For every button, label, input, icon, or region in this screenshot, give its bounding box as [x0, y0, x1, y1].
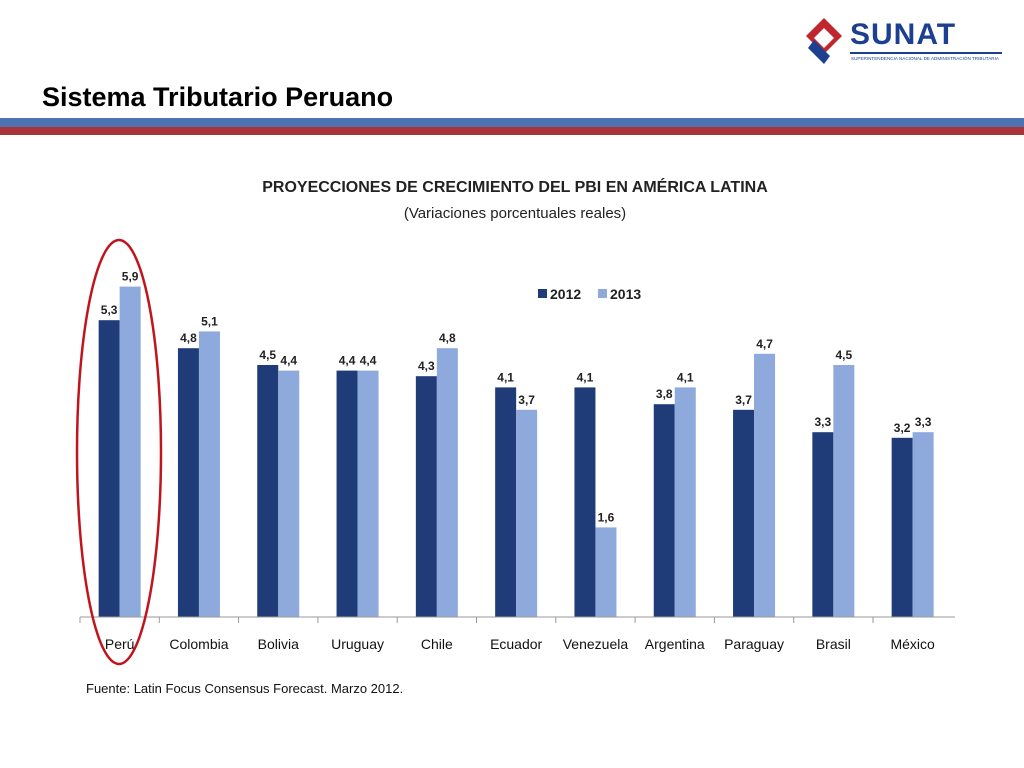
logo-divider — [850, 52, 1002, 54]
bar-2013-3 — [357, 370, 379, 617]
bar-label-2012-3: 4,4 — [339, 354, 356, 368]
gdp-growth-chart: PROYECCIONES DE CRECIMIENTO DEL PBI EN A… — [75, 177, 955, 696]
bar-label-2012-5: 4,1 — [497, 370, 514, 384]
bar-label-2012-4: 4,3 — [418, 359, 435, 373]
bar-2012-7 — [653, 404, 675, 617]
bar-label-2013-9: 4,5 — [836, 348, 853, 362]
bar-label-2013-5: 3,7 — [518, 393, 535, 407]
legend-swatch-2012 — [538, 289, 547, 298]
bar-2013-1 — [198, 331, 220, 617]
bar-label-2013-2: 4,4 — [280, 354, 297, 368]
bar-2013-8 — [754, 353, 776, 617]
bar-2012-1 — [177, 348, 199, 617]
bar-2013-2 — [278, 370, 300, 617]
category-label-6: Venezuela — [563, 636, 629, 652]
category-label-9: Brasil — [816, 636, 851, 652]
bar-2012-0 — [98, 320, 120, 617]
legend-label-2013: 2013 — [610, 286, 641, 302]
legend-swatch-2013 — [598, 289, 607, 298]
bar-2012-2 — [257, 365, 279, 617]
chart-title: PROYECCIONES DE CRECIMIENTO DEL PBI EN A… — [262, 177, 768, 196]
bar-2013-5 — [516, 409, 538, 617]
bar-label-2013-10: 3,3 — [915, 415, 932, 429]
category-label-0: Perú — [105, 636, 135, 652]
logo-subtitle: SUPERINTENDENCIA NACIONAL DE ADMINISTRAC… — [851, 56, 999, 61]
category-label-5: Ecuador — [490, 636, 542, 652]
bar-2012-5 — [495, 387, 517, 617]
bar-label-2012-10: 3,2 — [894, 421, 911, 435]
highlight-ellipse — [75, 238, 163, 666]
bar-2013-0 — [119, 286, 141, 617]
category-label-4: Chile — [421, 636, 453, 652]
category-label-2: Bolivia — [258, 636, 299, 652]
bar-2012-6 — [574, 387, 596, 617]
chart-subtitle: (Variaciones porcentuales reales) — [404, 205, 626, 222]
category-label-1: Colombia — [169, 636, 228, 652]
slide-title: Sistema Tributario Peruano — [42, 82, 394, 112]
bar-label-2012-1: 4,8 — [180, 331, 197, 345]
header-band-blue — [0, 118, 1024, 127]
chart-legend: 2012 2013 — [538, 286, 641, 302]
bar-label-2012-7: 3,8 — [656, 387, 673, 401]
x-axis-ticks — [79, 617, 874, 623]
bar-label-2013-4: 4,8 — [439, 331, 456, 345]
bar-2012-4 — [415, 376, 437, 617]
bar-label-2012-8: 3,7 — [735, 393, 752, 407]
bar-2013-9 — [833, 365, 855, 617]
bar-label-2013-7: 4,1 — [677, 370, 694, 384]
bar-label-2013-3: 4,4 — [360, 354, 377, 368]
sunat-logo: SUNAT SUPERINTENDENCIA NACIONAL DE ADMIN… — [804, 14, 1004, 68]
category-label-10: México — [890, 636, 935, 652]
bar-label-2012-0: 5,3 — [101, 303, 118, 317]
bar-2012-3 — [336, 370, 358, 617]
bar-label-2012-6: 4,1 — [577, 370, 594, 384]
category-label-8: Paraguay — [724, 636, 784, 652]
logo-wordmark: SUNAT — [850, 18, 957, 51]
bar-label-2012-2: 4,5 — [259, 348, 276, 362]
bar-label-2013-0: 5,9 — [122, 270, 139, 284]
bar-2012-10 — [891, 437, 913, 617]
bar-marks — [98, 286, 934, 617]
bar-2012-9 — [812, 432, 834, 617]
bar-value-labels: 5,3 5,9 4,8 5,1 4,5 4,4 4,4 4,4 4,3 4,8 4,1 3,7 4,1 1… — [101, 270, 932, 525]
category-labels: Perú Colombia Bolivia Uruguay Chile Ecuador Ve… — [105, 636, 935, 652]
bar-2013-6 — [595, 527, 617, 617]
bar-label-2013-8: 4,7 — [756, 337, 773, 351]
bar-2013-4 — [436, 348, 458, 617]
bar-2013-10 — [912, 432, 934, 617]
bar-label-2013-1: 5,1 — [201, 314, 218, 328]
category-label-3: Uruguay — [331, 636, 384, 652]
legend-label-2012: 2012 — [550, 286, 581, 302]
bar-label-2013-6: 1,6 — [598, 510, 615, 524]
sunat-logo-icon — [806, 18, 842, 64]
bar-label-2012-9: 3,3 — [815, 415, 832, 429]
bar-2012-8 — [733, 409, 755, 617]
chart-source: Fuente: Latin Focus Consensus Forecast. … — [86, 681, 403, 696]
bar-2013-7 — [674, 387, 696, 617]
category-label-7: Argentina — [645, 636, 705, 652]
header-band-red — [0, 127, 1024, 135]
